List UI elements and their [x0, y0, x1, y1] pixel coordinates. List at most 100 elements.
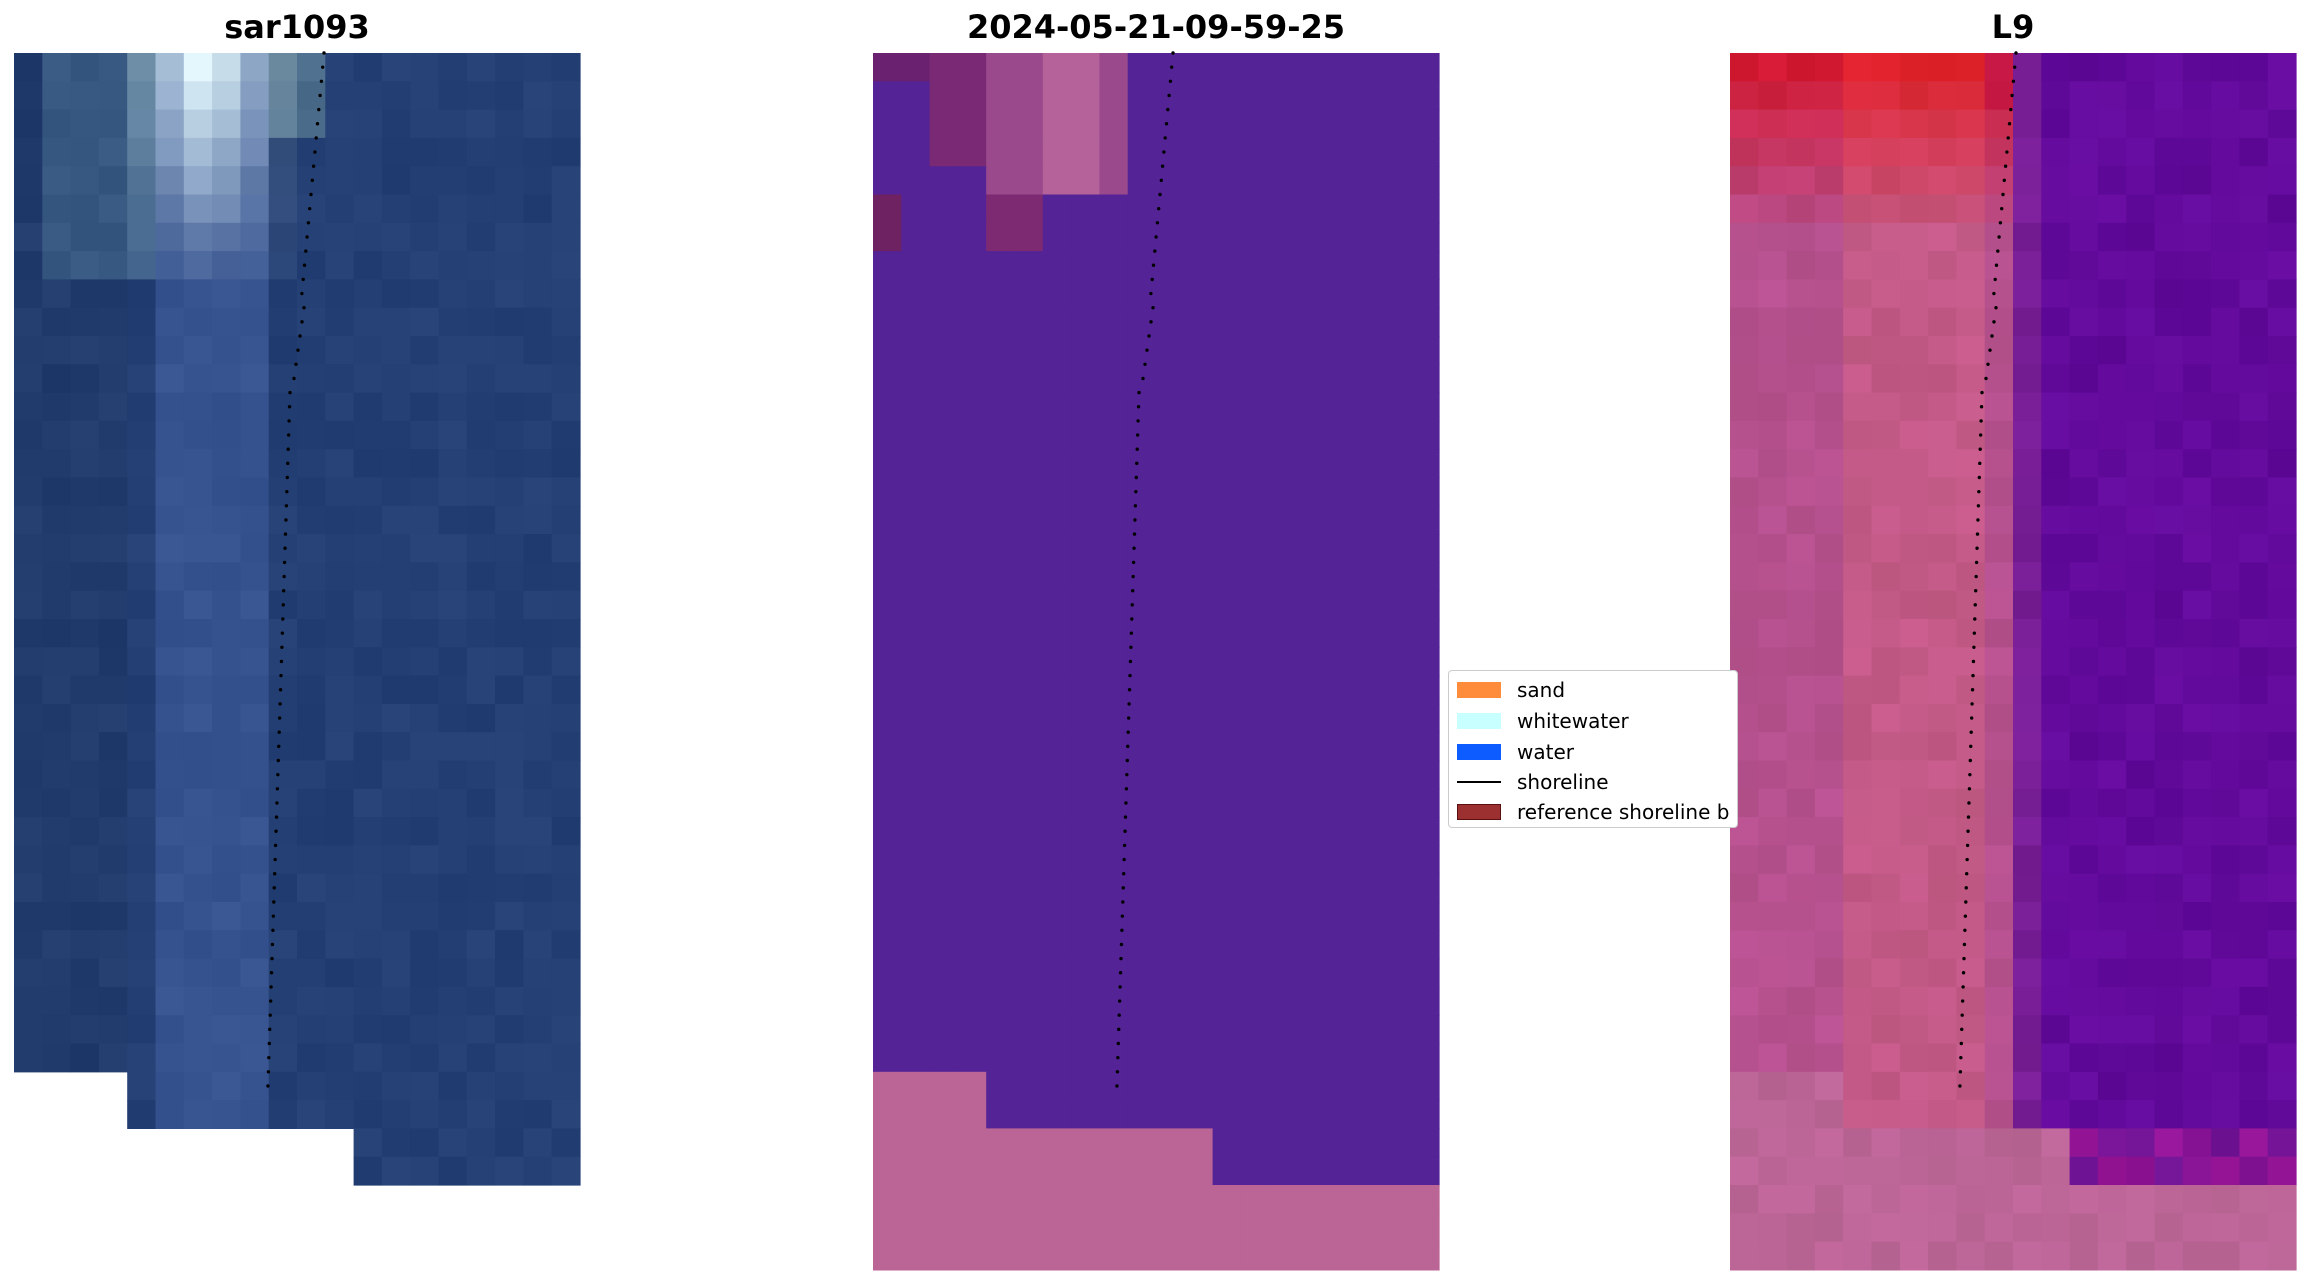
rgb-pixel	[155, 562, 185, 592]
shoreline-point	[1155, 221, 1160, 225]
index-pixel	[1928, 873, 1957, 903]
index-pixel	[2267, 930, 2297, 960]
rgb-pixel	[70, 760, 100, 790]
class-pixel	[901, 477, 931, 507]
class-pixel	[1014, 562, 1044, 592]
index-pixel	[2097, 194, 2127, 224]
index-pixel	[2126, 1241, 2156, 1271]
rgb-pixel	[325, 675, 355, 705]
class-pixel	[1156, 1071, 1185, 1101]
class-pixel	[957, 703, 987, 733]
class-pixel	[1212, 817, 1242, 846]
index-pixel	[2041, 1185, 2071, 1214]
rgb-pixel	[212, 251, 241, 280]
rgb-pixel	[212, 788, 241, 818]
shoreline-point	[1976, 504, 1981, 508]
index-pixel	[2182, 1043, 2212, 1073]
shoreline-point	[1128, 673, 1132, 678]
index-pixel	[2013, 109, 2042, 139]
index-pixel	[1786, 760, 1816, 790]
rgb-pixel	[183, 279, 213, 309]
class-pixel	[929, 109, 959, 139]
rgb-pixel	[523, 788, 553, 818]
index-pixel	[2069, 194, 2099, 224]
class-pixel	[1354, 930, 1383, 960]
index-pixel	[2154, 788, 2184, 818]
rgb-pixel	[438, 420, 468, 450]
rgb-pixel	[98, 222, 128, 252]
class-pixel	[1212, 307, 1242, 337]
rgb-pixel	[212, 675, 241, 705]
index-pixel	[1928, 619, 1957, 648]
rgb-pixel	[14, 505, 43, 535]
index-pixel	[2126, 364, 2156, 394]
index-pixel	[2267, 392, 2297, 422]
index-pixel	[2097, 619, 2127, 648]
index-pixel	[2013, 619, 2042, 648]
index-pixel	[2211, 109, 2240, 139]
index-pixel	[2041, 873, 2071, 903]
rgb-pixel	[523, 534, 553, 563]
class-pixel	[901, 1015, 931, 1045]
class-pixel	[901, 449, 931, 479]
rgb-pixel	[70, 364, 100, 394]
index-pixel	[2239, 930, 2269, 960]
index-pixel	[1786, 251, 1816, 280]
index-pixel	[1899, 986, 1929, 1016]
index-pixel	[2182, 166, 2212, 196]
class-pixel	[1240, 732, 1270, 762]
class-pixel	[1184, 902, 1214, 931]
class-pixel	[1297, 1156, 1327, 1186]
index-pixel	[1899, 534, 1929, 563]
rgb-pixel	[410, 930, 440, 960]
rgb-pixel	[325, 845, 355, 875]
legend-label-whitewater: whitewater	[1517, 709, 1629, 733]
panel-title-classified: 2024-05-21-09-59-25	[966, 8, 1346, 46]
rgb-pixel	[438, 703, 468, 733]
index-pixel	[1786, 392, 1816, 422]
rgb-pixel	[155, 703, 185, 733]
class-pixel	[1212, 251, 1242, 280]
index-pixel	[1786, 53, 1816, 82]
index-pixel	[2097, 788, 2127, 818]
rgb-pixel	[240, 505, 270, 535]
rgb-pixel	[98, 1043, 128, 1073]
index-pixel	[2267, 420, 2297, 450]
index-pixel	[2041, 364, 2071, 394]
rgb-pixel	[42, 703, 72, 733]
class-pixel	[1240, 619, 1270, 648]
index-pixel	[1730, 1213, 1759, 1243]
class-pixel	[1382, 1213, 1412, 1243]
rgb-pixel	[155, 194, 185, 224]
shoreline-point	[1163, 136, 1167, 140]
index-pixel	[1871, 505, 1901, 535]
index-pixel	[1814, 1213, 1844, 1243]
rgb-pixel	[495, 420, 524, 450]
class-pixel	[1184, 562, 1214, 592]
rgb-pixel	[70, 873, 100, 903]
index-pixel	[1984, 986, 2014, 1016]
class-pixel	[957, 986, 987, 1016]
index-pixel	[1956, 194, 1986, 224]
rgb-pixel	[297, 675, 326, 705]
rgb-pixel	[381, 1128, 411, 1158]
shoreline-point	[1994, 306, 1998, 310]
class-pixel	[1014, 1156, 1044, 1186]
class-pixel	[1410, 1015, 1440, 1045]
rgb-pixel	[381, 647, 411, 677]
index-pixel	[1730, 222, 1759, 252]
class-pixel	[873, 986, 902, 1016]
class-pixel	[1014, 817, 1044, 846]
rgb-pixel	[155, 1100, 185, 1129]
class-pixel	[1099, 420, 1129, 450]
shoreline-point	[288, 390, 292, 395]
rgb-pixel	[551, 166, 581, 196]
class-pixel	[901, 930, 931, 960]
index-pixel	[2267, 534, 2297, 563]
class-pixel	[1297, 1241, 1327, 1271]
rgb-pixel	[466, 222, 496, 252]
index-pixel	[1814, 562, 1844, 592]
index-pixel	[2154, 562, 2184, 592]
index-pixel	[2069, 336, 2099, 365]
rgb-pixel	[523, 166, 553, 196]
